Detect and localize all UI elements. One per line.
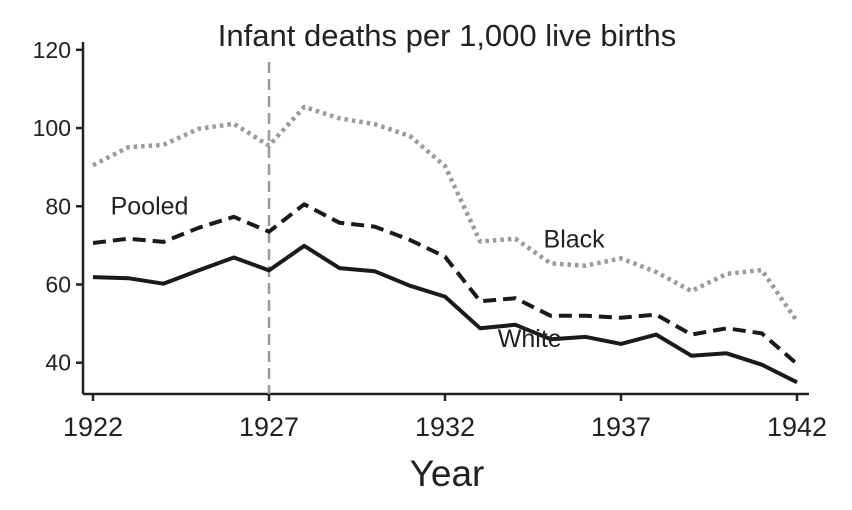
series-line-white (92, 243, 798, 385)
plot-area: 40 60 80 100 120 1922 1927 1932 1937 1942 Black Poo… (33, 37, 827, 442)
y-tick-label: 80 (45, 193, 71, 219)
x-tick-label: 1927 (239, 412, 299, 442)
y-tick-label: 40 (45, 350, 71, 376)
series-line-black (91, 104, 799, 323)
x-tick-label: 1942 (767, 412, 827, 442)
chart-title: Infant deaths per 1,000 live births (218, 18, 676, 53)
y-tick-label: 120 (33, 37, 71, 63)
x-axis-title: Year (410, 453, 485, 494)
series-label-white: White (498, 325, 562, 353)
y-tick-label: 60 (45, 271, 71, 297)
y-tick-label: 100 (33, 115, 71, 141)
series-label-black: Black (544, 226, 606, 254)
x-tick-label: 1922 (63, 412, 123, 442)
series-label-pooled: Pooled (111, 192, 189, 220)
x-tick-label: 1932 (415, 412, 475, 442)
x-tick-label: 1937 (591, 412, 651, 442)
series-line-pooled (92, 202, 799, 366)
